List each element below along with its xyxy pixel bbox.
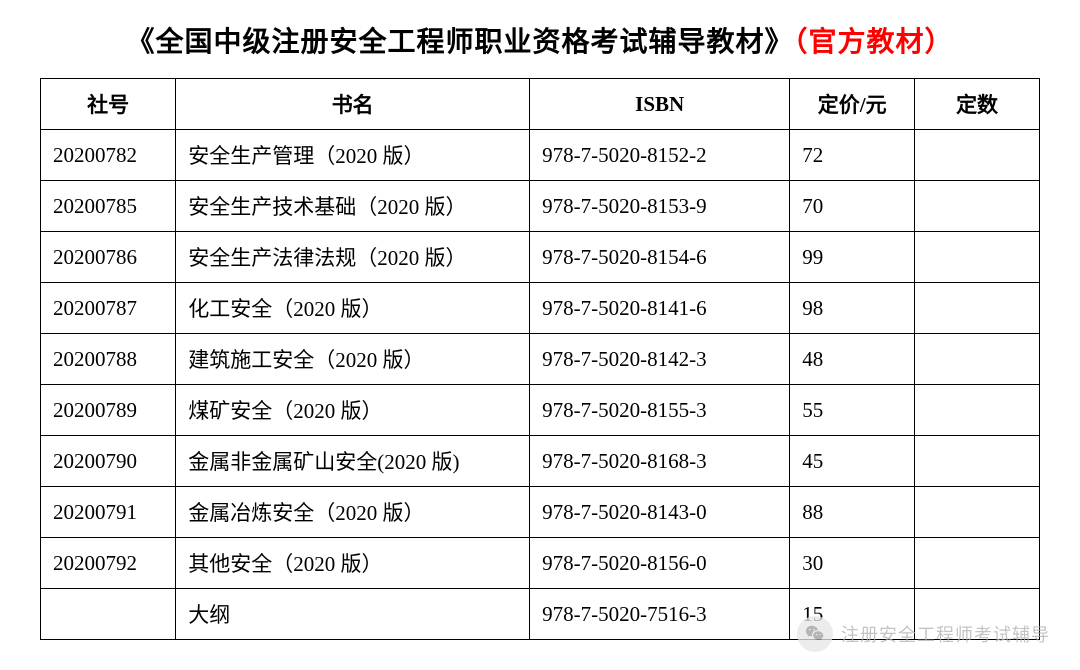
cell-qty (915, 334, 1040, 385)
cell-name: 建筑施工安全（2020 版） (176, 334, 530, 385)
cell-price: 30 (790, 538, 915, 589)
cell-price: 99 (790, 232, 915, 283)
col-header-isbn: ISBN (530, 79, 790, 130)
cell-price: 70 (790, 181, 915, 232)
cell-isbn: 978-7-5020-8142-3 (530, 334, 790, 385)
cell-qty (915, 283, 1040, 334)
cell-isbn: 978-7-5020-8156-0 (530, 538, 790, 589)
col-header-qty: 定数 (915, 79, 1040, 130)
col-header-id: 社号 (41, 79, 176, 130)
cell-price: 88 (790, 487, 915, 538)
cell-name: 安全生产法律法规（2020 版） (176, 232, 530, 283)
cell-isbn: 978-7-5020-8153-9 (530, 181, 790, 232)
cell-price: 72 (790, 130, 915, 181)
cell-isbn: 978-7-5020-7516-3 (530, 589, 790, 640)
cell-price: 48 (790, 334, 915, 385)
cell-qty (915, 181, 1040, 232)
col-header-price: 定价/元 (790, 79, 915, 130)
cell-isbn: 978-7-5020-8155-3 (530, 385, 790, 436)
cell-price: 45 (790, 436, 915, 487)
page-title: 《全国中级注册安全工程师职业资格考试辅导教材》（官方教材） (40, 20, 1040, 60)
textbook-table: 社号 书名 ISBN 定价/元 定数 20200782安全生产管理（2020 版… (40, 78, 1040, 640)
table-row: 20200782安全生产管理（2020 版）978-7-5020-8152-27… (41, 130, 1040, 181)
cell-name: 其他安全（2020 版） (176, 538, 530, 589)
watermark-text: 注册安全工程师考试辅导 (841, 621, 1050, 647)
cell-qty (915, 487, 1040, 538)
wechat-icon (797, 616, 833, 652)
table-row: 20200786安全生产法律法规（2020 版）978-7-5020-8154-… (41, 232, 1040, 283)
table-row: 20200788建筑施工安全（2020 版）978-7-5020-8142-34… (41, 334, 1040, 385)
cell-name: 安全生产技术基础（2020 版） (176, 181, 530, 232)
cell-qty (915, 385, 1040, 436)
cell-isbn: 978-7-5020-8168-3 (530, 436, 790, 487)
cell-qty (915, 436, 1040, 487)
cell-id: 20200789 (41, 385, 176, 436)
cell-name: 煤矿安全（2020 版） (176, 385, 530, 436)
cell-id: 20200782 (41, 130, 176, 181)
cell-price: 98 (790, 283, 915, 334)
table-header-row: 社号 书名 ISBN 定价/元 定数 (41, 79, 1040, 130)
table-row: 20200791金属冶炼安全（2020 版）978-7-5020-8143-08… (41, 487, 1040, 538)
table-row: 20200790金属非金属矿山安全(2020 版)978-7-5020-8168… (41, 436, 1040, 487)
cell-id: 20200791 (41, 487, 176, 538)
cell-id: 20200785 (41, 181, 176, 232)
cell-id: 20200788 (41, 334, 176, 385)
cell-isbn: 978-7-5020-8141-6 (530, 283, 790, 334)
cell-qty (915, 130, 1040, 181)
col-header-name: 书名 (176, 79, 530, 130)
cell-isbn: 978-7-5020-8154-6 (530, 232, 790, 283)
title-suffix: （官方教材） (794, 27, 954, 58)
cell-id (41, 589, 176, 640)
cell-price: 55 (790, 385, 915, 436)
table-row: 20200789煤矿安全（2020 版）978-7-5020-8155-355 (41, 385, 1040, 436)
cell-id: 20200790 (41, 436, 176, 487)
cell-name: 金属非金属矿山安全(2020 版) (176, 436, 530, 487)
cell-id: 20200792 (41, 538, 176, 589)
cell-name: 化工安全（2020 版） (176, 283, 530, 334)
cell-name: 大纲 (176, 589, 530, 640)
cell-name: 安全生产管理（2020 版） (176, 130, 530, 181)
title-main: 《全国中级注册安全工程师职业资格考试辅导教材》 (126, 27, 793, 58)
page-container: 《全国中级注册安全工程师职业资格考试辅导教材》（官方教材） 社号 书名 ISBN… (0, 0, 1080, 640)
table-row: 20200785安全生产技术基础（2020 版）978-7-5020-8153-… (41, 181, 1040, 232)
watermark: 注册安全工程师考试辅导 (797, 616, 1050, 652)
cell-qty (915, 538, 1040, 589)
table-row: 20200792其他安全（2020 版）978-7-5020-8156-030 (41, 538, 1040, 589)
cell-qty (915, 232, 1040, 283)
table-row: 20200787化工安全（2020 版）978-7-5020-8141-698 (41, 283, 1040, 334)
cell-id: 20200787 (41, 283, 176, 334)
cell-name: 金属冶炼安全（2020 版） (176, 487, 530, 538)
table-body: 20200782安全生产管理（2020 版）978-7-5020-8152-27… (41, 130, 1040, 640)
cell-id: 20200786 (41, 232, 176, 283)
cell-isbn: 978-7-5020-8143-0 (530, 487, 790, 538)
cell-isbn: 978-7-5020-8152-2 (530, 130, 790, 181)
